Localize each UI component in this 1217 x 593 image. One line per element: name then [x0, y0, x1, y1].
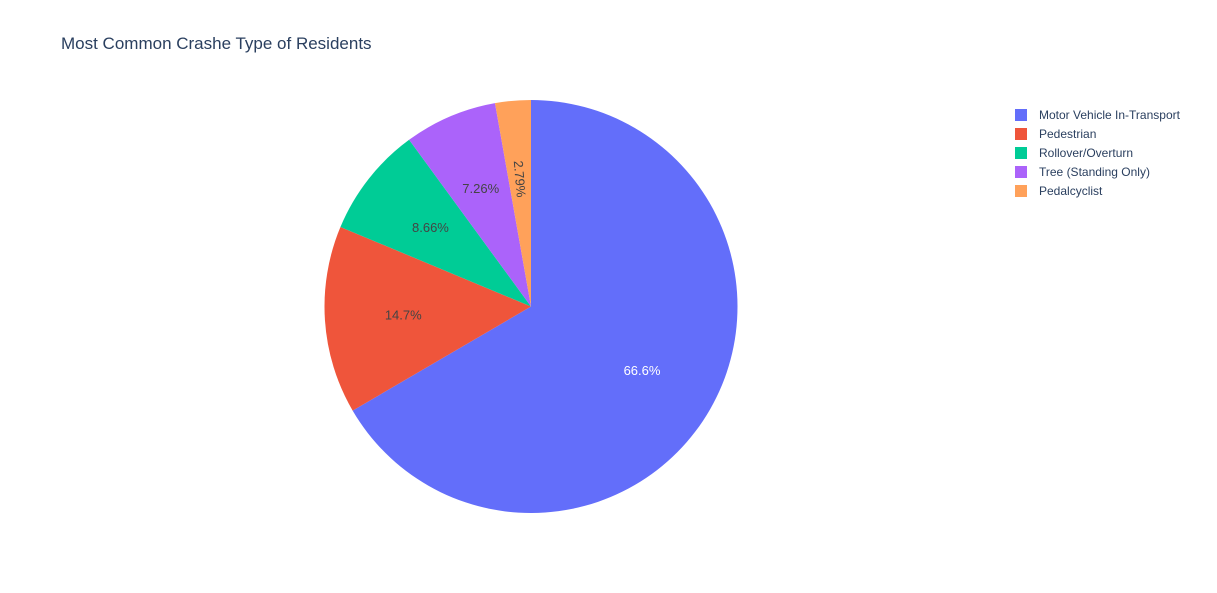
legend-swatch [1015, 184, 1027, 197]
pie-slice-label-1: 14.7% [385, 307, 422, 322]
pie-slice-label-2: 8.66% [412, 220, 449, 235]
legend-item-3[interactable]: Tree (Standing Only) [1012, 162, 1212, 181]
legend-swatch [1015, 146, 1027, 159]
legend-item-4[interactable]: Pedalcyclist [1012, 181, 1212, 200]
legend-label: Motor Vehicle In-Transport [1039, 107, 1180, 122]
legend-item-1[interactable]: Pedestrian [1012, 124, 1212, 143]
legend-item-2[interactable]: Rollover/Overturn [1012, 143, 1212, 162]
legend-swatch [1015, 127, 1027, 140]
pie-slice-1[interactable] [324, 226, 531, 411]
pie-slice-4[interactable] [494, 100, 531, 307]
pie-slice-label-0: 66.6% [624, 363, 661, 378]
chart-title: Most Common Crashe Type of Residents [61, 34, 372, 53]
legend-label: Rollover/Overturn [1039, 145, 1134, 160]
pie-slice-3[interactable] [409, 103, 531, 307]
legend-label: Tree (Standing Only) [1039, 164, 1150, 179]
legend-label: Pedalcyclist [1039, 183, 1103, 198]
legend-swatch [1015, 165, 1027, 178]
pie-slice-2[interactable] [340, 139, 531, 307]
pie-slice-labels: 66.6% 14.7% 8.66% 7.26% 2.79% [385, 160, 661, 378]
pie-slice-label-4: 2.79% [511, 160, 529, 198]
pie-slices [324, 100, 738, 513]
pie-slice-label-3: 7.26% [462, 181, 499, 196]
legend: Motor Vehicle In-Transport Pedestrian Roll… [1012, 105, 1212, 200]
legend-label: Pedestrian [1039, 126, 1097, 141]
legend-swatch [1015, 108, 1027, 121]
pie-slice-0[interactable] [352, 100, 738, 513]
legend-item-0[interactable]: Motor Vehicle In-Transport [1012, 105, 1212, 124]
